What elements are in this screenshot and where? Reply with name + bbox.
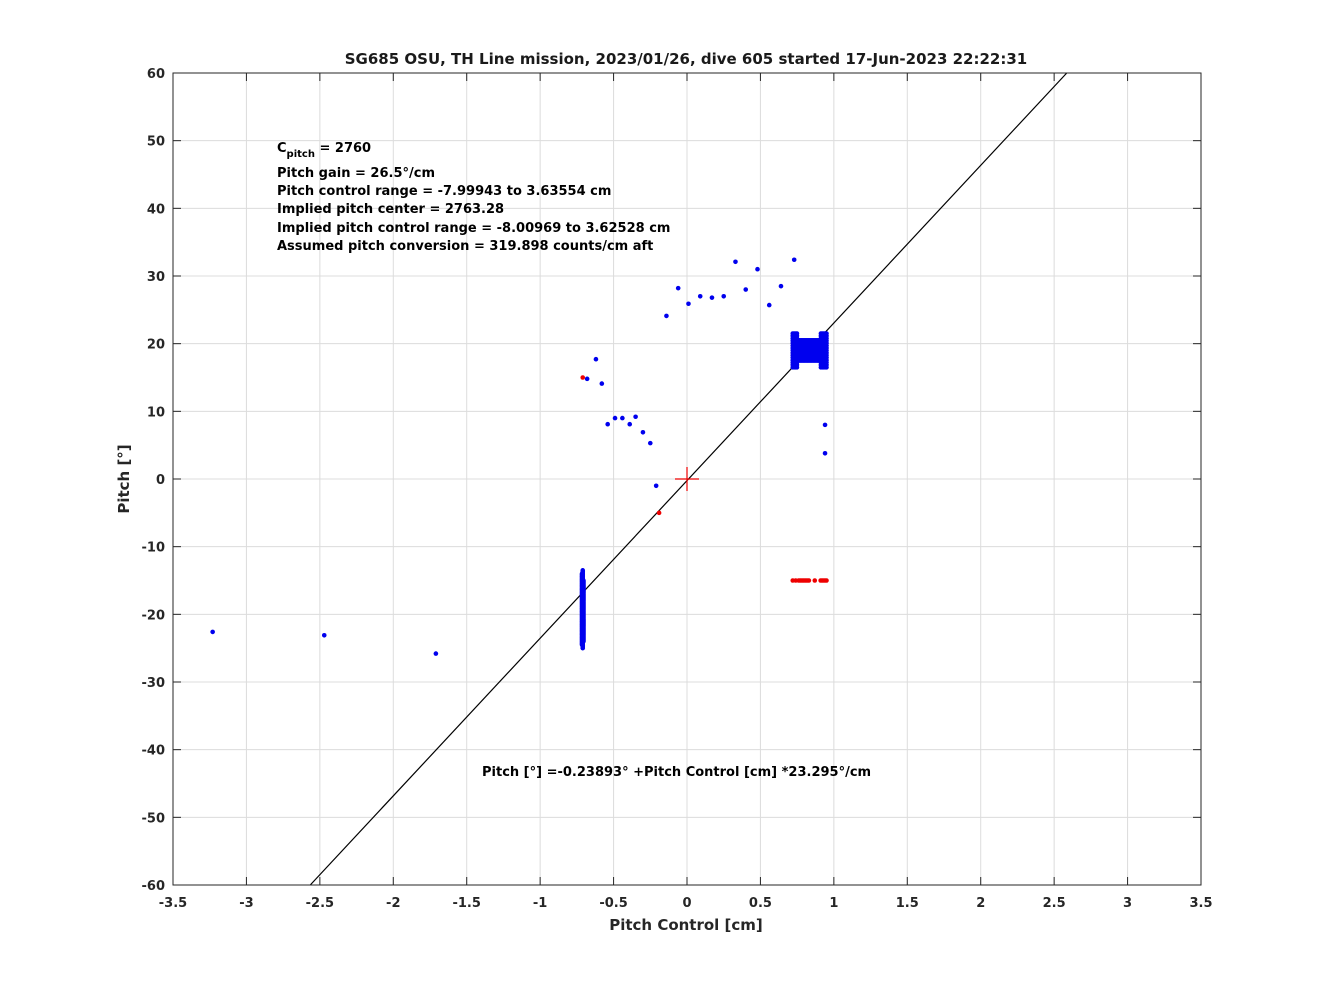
data-point <box>593 356 599 362</box>
data-point <box>766 302 772 308</box>
annotation-line: Assumed pitch conversion = 319.898 count… <box>277 239 653 254</box>
data-point <box>664 313 669 319</box>
x-tick-label: -3.5 <box>159 896 187 911</box>
annotation-line: Implied pitch control range = -8.00969 t… <box>277 221 670 236</box>
axes <box>172 72 1202 886</box>
data-point <box>721 294 727 299</box>
annotation-line: Implied pitch center = 2763.28 <box>277 202 504 217</box>
data-point <box>812 578 818 583</box>
data-point <box>627 421 633 427</box>
cpitch-symbol: C <box>277 141 287 156</box>
annotation-line: Pitch gain = 26.5°/cm <box>277 166 435 181</box>
data-point <box>755 266 760 272</box>
data-point <box>647 440 653 446</box>
data-point <box>605 421 610 427</box>
tick-labels: -3.5 -3 -2.5 -2 -1.5 -1 -0.5 0 0.5 1 1.5 2 2.5 3 3.5 -6… <box>142 67 1213 911</box>
y-tick-label: 40 <box>147 202 165 217</box>
data-point <box>686 301 691 307</box>
x-tick-label: -1.5 <box>452 896 480 911</box>
x-tick-label: 0.5 <box>749 896 772 911</box>
x-tick-label: -1 <box>533 896 547 911</box>
data-point <box>824 331 829 336</box>
chart-title: SG685 OSU, TH Line mission, 2023/01/26, … <box>345 50 1028 68</box>
cpitch-subscript: pitch <box>287 149 315 160</box>
data-point <box>709 295 715 300</box>
y-tick-label: 50 <box>147 135 165 150</box>
x-tick-label: 2 <box>976 896 985 911</box>
data-point <box>640 430 646 435</box>
data-point <box>824 578 829 583</box>
grid <box>173 73 1201 885</box>
data-point <box>633 414 638 420</box>
data-point <box>433 651 439 656</box>
x-tick-label: 3 <box>1123 896 1132 911</box>
y-tick-label: -50 <box>142 811 166 826</box>
y-tick-label: 60 <box>147 67 165 82</box>
data-point <box>656 510 662 516</box>
x-tick-label: -2 <box>386 896 400 911</box>
data-point <box>210 629 215 635</box>
data-point <box>321 633 327 638</box>
data-point <box>822 422 828 428</box>
x-tick-label: -2.5 <box>306 896 334 911</box>
x-axis-label: Pitch Control [cm] <box>609 916 763 934</box>
data-point <box>778 283 784 289</box>
y-tick-label: 30 <box>147 270 165 285</box>
data-point <box>697 294 703 299</box>
data-point <box>620 415 625 421</box>
y-axis-label: Pitch [°] <box>115 444 133 513</box>
x-tick-label: -0.5 <box>599 896 627 911</box>
data-point <box>675 285 681 291</box>
data-point <box>794 331 800 336</box>
data-point <box>733 259 738 265</box>
data-point <box>599 381 605 386</box>
data-point <box>580 375 586 380</box>
y-tick-label: -10 <box>142 541 166 556</box>
x-tick-label: 1 <box>829 896 838 911</box>
y-tick-label: 0 <box>156 473 165 488</box>
annotation-block: Cpitch = 2760 Pitch gain = 26.5°/cm Pitc… <box>277 141 670 254</box>
data-point <box>806 578 812 583</box>
data-point <box>653 483 659 489</box>
y-tick-label: -60 <box>142 879 166 894</box>
data-point <box>791 257 797 263</box>
y-tick-label: 20 <box>147 338 165 353</box>
y-tick-label: -20 <box>142 608 166 623</box>
center-marker-group <box>675 467 699 491</box>
data-point <box>584 376 590 382</box>
data-point <box>579 571 585 577</box>
y-tick-label: -30 <box>142 676 166 691</box>
data-point <box>612 415 618 421</box>
x-tick-label: 1.5 <box>896 896 919 911</box>
x-tick-label: 2.5 <box>1043 896 1066 911</box>
data-point <box>743 287 749 292</box>
y-tick-label: -40 <box>142 744 166 759</box>
data-point <box>822 450 828 456</box>
x-tick-label: 3.5 <box>1189 896 1212 911</box>
data-point <box>581 578 586 583</box>
annotation-line: Pitch control range = -7.99943 to 3.6355… <box>277 184 611 199</box>
data-points <box>210 257 829 656</box>
cpitch-annotation: Cpitch = 2760 <box>277 141 371 160</box>
x-tick-label: -3 <box>239 896 253 911</box>
cpitch-value: = 2760 <box>315 141 371 156</box>
x-tick-label: 0 <box>682 896 691 911</box>
fit-equation: Pitch [°] =-0.23893° +Pitch Control [cm]… <box>482 765 871 780</box>
y-tick-label: 10 <box>147 405 165 420</box>
